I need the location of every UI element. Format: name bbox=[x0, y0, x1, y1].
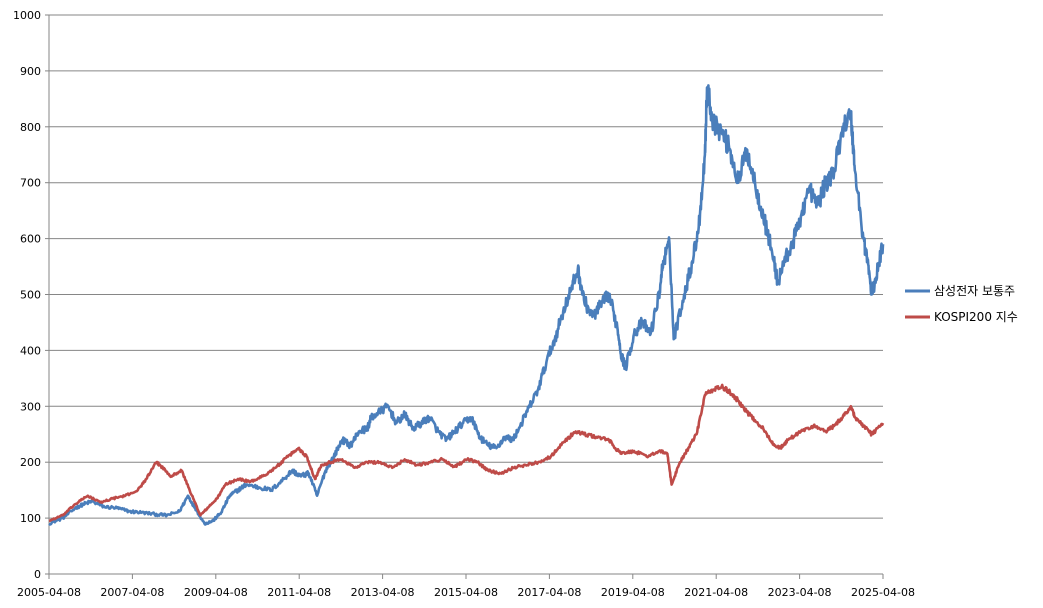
x-tick-label: 2005-04-08 bbox=[17, 586, 81, 599]
x-tick-label: 2015-04-08 bbox=[434, 586, 498, 599]
x-axis-tick-labels: 2005-04-08 2007-04-08 2009-04-08 2011-04-08… bbox=[17, 586, 915, 599]
gridlines bbox=[49, 14, 883, 519]
x-tick-label: 2017-04-08 bbox=[517, 586, 581, 599]
series-line-1 bbox=[48, 383, 885, 523]
y-tick-label: 300 bbox=[20, 400, 41, 413]
y-tick-label: 900 bbox=[20, 65, 41, 78]
x-tick-label: 2021-04-08 bbox=[684, 586, 748, 599]
legend-label-series-0: 삼성전자 보통주 bbox=[934, 284, 1015, 298]
y-tick-label: 200 bbox=[20, 456, 41, 469]
legend: 삼성전자 보통주 KOSPI200 지수 bbox=[905, 284, 1018, 324]
y-tick-label: 600 bbox=[20, 233, 41, 246]
x-tick-label: 2007-04-08 bbox=[100, 586, 164, 599]
y-tick-label: 800 bbox=[20, 121, 41, 134]
x-tick-label: 2013-04-08 bbox=[351, 586, 415, 599]
legend-label-series-1: KOSPI200 지수 bbox=[934, 310, 1018, 324]
y-tick-label: 700 bbox=[20, 177, 41, 190]
series-line-0 bbox=[48, 84, 885, 526]
series-lines bbox=[48, 84, 885, 526]
y-axis-tick-labels: 0 100 200 300 400 500 600 700 800 900 1000 bbox=[13, 9, 41, 581]
y-tick-label: 1000 bbox=[13, 9, 41, 22]
y-tick-label: 500 bbox=[20, 289, 41, 302]
x-tick-label: 2019-04-08 bbox=[601, 586, 665, 599]
y-tick-label: 0 bbox=[34, 568, 41, 581]
y-tick-label: 100 bbox=[20, 512, 41, 525]
x-tick-label: 2023-04-08 bbox=[768, 586, 832, 599]
x-tick-label: 2009-04-08 bbox=[184, 586, 248, 599]
y-tick-label: 400 bbox=[20, 344, 41, 357]
axes bbox=[45, 14, 884, 579]
x-tick-label: 2025-04-08 bbox=[851, 586, 915, 599]
x-tick-label: 2011-04-08 bbox=[267, 586, 331, 599]
